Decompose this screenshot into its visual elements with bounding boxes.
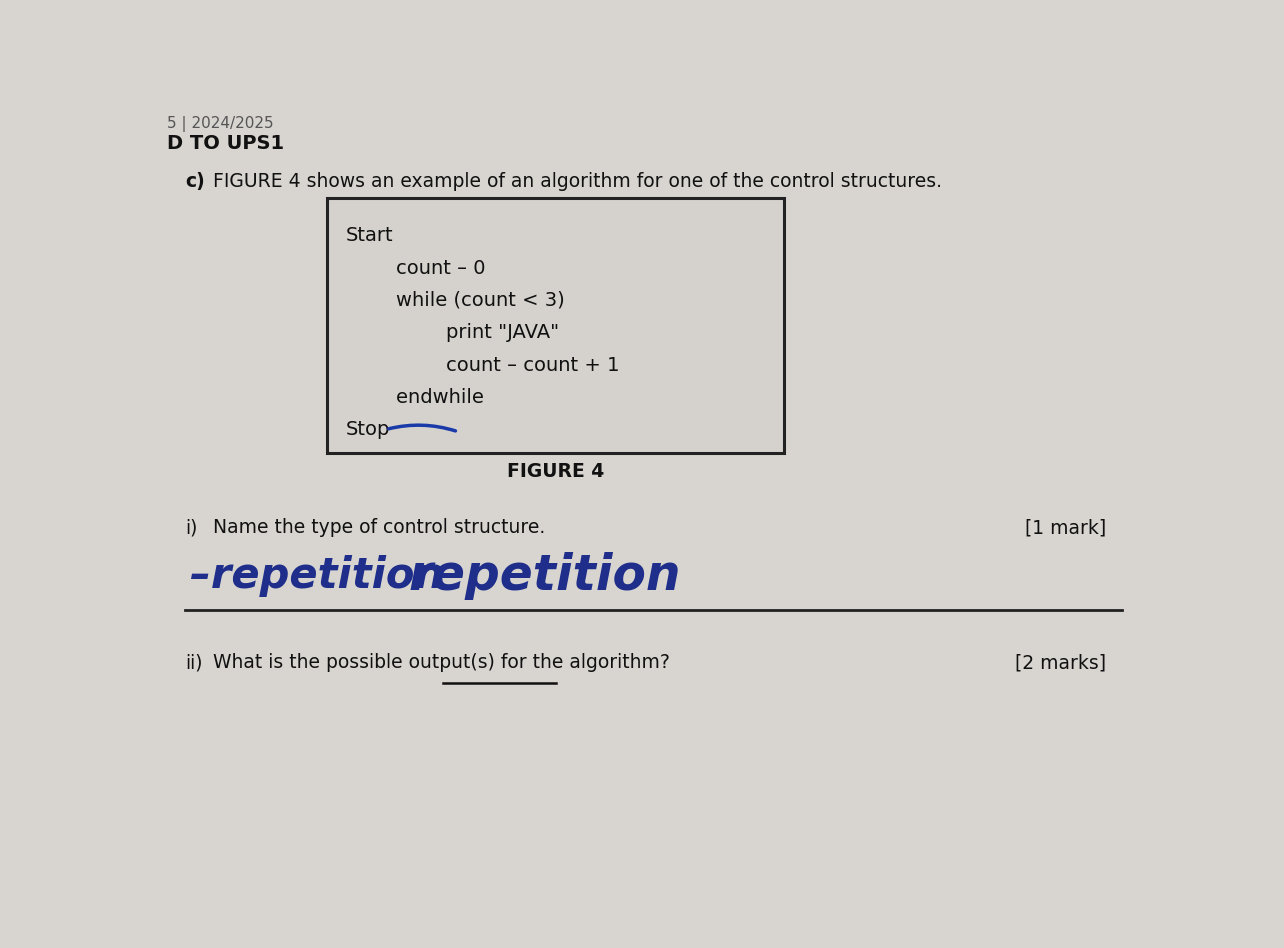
Text: [2 marks]: [2 marks] bbox=[1014, 653, 1106, 672]
Bar bbox=[327, 198, 785, 452]
Text: print "JAVA": print "JAVA" bbox=[345, 323, 559, 342]
Text: FIGURE 4 shows an example of an algorithm for one of the control structures.: FIGURE 4 shows an example of an algorith… bbox=[213, 172, 942, 191]
Text: Start: Start bbox=[345, 227, 393, 246]
Text: D TO UPS1: D TO UPS1 bbox=[167, 135, 284, 154]
Text: 5 | 2024/2025: 5 | 2024/2025 bbox=[167, 116, 273, 132]
Text: repetition: repetition bbox=[408, 552, 681, 600]
Text: endwhile: endwhile bbox=[345, 388, 484, 407]
Text: [1 mark]: [1 mark] bbox=[1025, 519, 1106, 538]
Text: Name the type of control structure.: Name the type of control structure. bbox=[213, 519, 546, 538]
Text: FIGURE 4: FIGURE 4 bbox=[507, 463, 605, 482]
Text: ii): ii) bbox=[185, 653, 203, 672]
Text: –repetition: –repetition bbox=[190, 555, 444, 596]
Text: Stop: Stop bbox=[345, 420, 390, 439]
Text: count – 0: count – 0 bbox=[345, 259, 485, 278]
Text: c): c) bbox=[185, 172, 205, 191]
Text: while (count < 3): while (count < 3) bbox=[345, 291, 565, 310]
Text: i): i) bbox=[185, 519, 198, 538]
Text: count – count + 1: count – count + 1 bbox=[345, 356, 619, 374]
Text: What is the possible output(s) for the algorithm?: What is the possible output(s) for the a… bbox=[213, 653, 670, 672]
